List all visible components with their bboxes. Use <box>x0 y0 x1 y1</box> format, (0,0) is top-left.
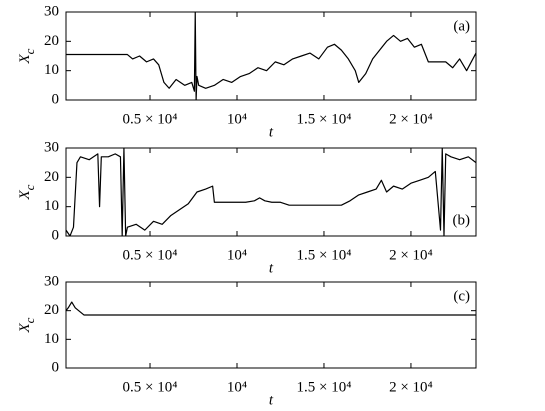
x-tick-label: 0.5 × 10⁴ <box>123 379 178 395</box>
y-axis-label-sub: c <box>22 184 37 190</box>
x-tick-label: 10⁴ <box>227 379 247 395</box>
data-line <box>66 12 476 100</box>
plot-area <box>66 148 476 236</box>
plot-frame <box>65 11 477 101</box>
y-axis-label-main: X <box>17 53 33 64</box>
data-line <box>66 301 476 316</box>
y-tick-label: 10 <box>44 62 59 78</box>
y-tick-label: 10 <box>44 331 59 347</box>
plot-frame <box>65 147 477 237</box>
x-tick-label: 0.5 × 10⁴ <box>123 247 178 263</box>
x-tick-label: 10⁴ <box>227 247 247 263</box>
y-tick-label: 30 <box>44 273 59 289</box>
panel-label: (a) <box>453 18 470 34</box>
plot-frame <box>65 281 477 369</box>
y-tick-label: 0 <box>52 359 60 375</box>
x-tick-label: 1.5 × 10⁴ <box>296 379 351 395</box>
y-axis-label-sub: c <box>22 48 37 54</box>
panel-label: (c) <box>453 288 470 304</box>
y-tick-label: 0 <box>52 91 60 107</box>
y-tick-label: 20 <box>44 169 59 185</box>
y-tick-label: 20 <box>44 33 59 49</box>
y-tick-label: 30 <box>44 3 59 19</box>
y-axis-label-sub: c <box>22 317 37 323</box>
x-tick-label: 2 × 10⁴ <box>389 247 433 263</box>
x-axis-label: t <box>269 260 274 276</box>
y-axis-label: Xc <box>17 48 37 64</box>
y-axis-label: Xc <box>17 184 37 200</box>
y-tick-label: 10 <box>44 198 59 214</box>
x-tick-label: 1.5 × 10⁴ <box>296 247 351 263</box>
y-axis-label: Xc <box>17 317 37 333</box>
x-tick-label: 0.5 × 10⁴ <box>123 111 178 127</box>
data-line <box>66 148 476 236</box>
x-tick-label: 2 × 10⁴ <box>389 379 433 395</box>
y-tick-label: 0 <box>52 227 60 243</box>
x-tick-label: 10⁴ <box>227 111 247 127</box>
x-tick-label: 1.5 × 10⁴ <box>296 111 351 127</box>
y-tick-label: 20 <box>44 302 59 318</box>
x-axis-label: t <box>269 124 274 140</box>
plot-area <box>66 301 476 316</box>
x-axis-label: t <box>269 392 274 408</box>
x-tick-label: 2 × 10⁴ <box>389 111 433 127</box>
y-tick-label: 30 <box>44 139 59 155</box>
y-axis-label-main: X <box>17 322 33 333</box>
plot-area <box>66 12 476 100</box>
panel-label: (b) <box>453 212 471 228</box>
y-axis-label-main: X <box>17 189 33 200</box>
